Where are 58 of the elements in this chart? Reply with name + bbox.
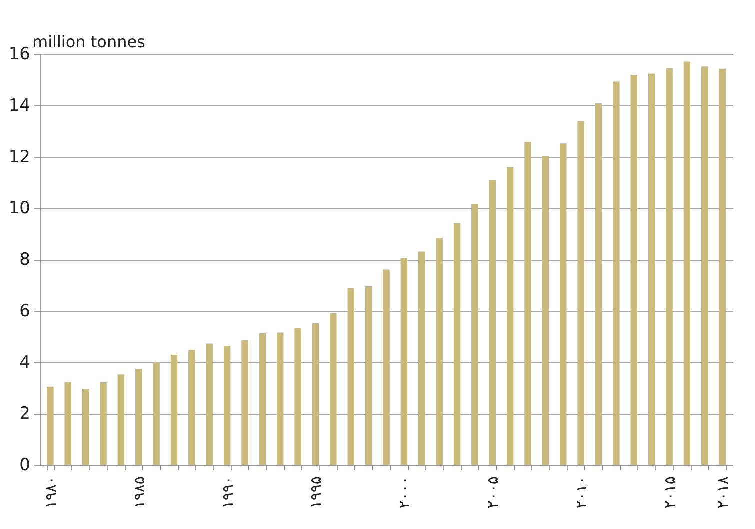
y-tick-label: 4 [20,352,30,373]
bar [206,344,213,465]
y-tick-label: 12 [8,147,30,168]
y-tick-label: 8 [20,250,30,270]
y-tick-label: 14 [8,96,30,116]
x-tick-label: ۲۰۱۰ [572,476,591,509]
bar [118,374,125,465]
bar [684,62,691,465]
bar [454,223,461,465]
bar [294,328,302,465]
y-tick-label: 16 [8,44,30,64]
y-tick-label: 10 [8,198,30,219]
bar [506,167,514,465]
bar [418,252,426,465]
bar [64,382,72,465]
bar [312,323,320,465]
bar [47,386,54,465]
bar [277,332,284,465]
bar [242,340,248,465]
bar [383,270,390,465]
bar [524,142,532,465]
bar [330,313,337,465]
bar [595,103,602,465]
bar [542,156,550,465]
y-tick-label: 2 [20,404,30,424]
bar [82,388,90,465]
y-tick-label: 6 [20,301,30,322]
x-tick-label: ۲۰۱۵ [661,476,679,509]
bar [702,66,708,465]
bar [188,350,196,465]
bar [489,180,496,465]
bar [648,74,656,465]
bar [560,144,567,465]
bar [100,382,107,465]
x-tick-label: ۱۹۹۰ [218,476,237,509]
bar [259,333,266,465]
bar [153,362,160,465]
y-tick-label: 0 [20,456,30,476]
bar [365,286,372,465]
bar [436,238,443,465]
x-tick-label: ۲۰۱۸ [714,476,732,509]
bar [400,258,408,465]
x-tick-label: ۲۰۰۰ [396,476,414,509]
y-axis-title: million tonnes [32,32,146,52]
bar [613,82,620,465]
bar [170,355,178,465]
bar [348,288,354,465]
x-tick-label: ۱۹۸۰ [42,476,60,509]
bar [666,68,673,465]
bar [578,121,584,465]
bar [719,68,726,465]
bar [630,75,638,465]
x-tick-label: ۱۹۸۵ [130,476,148,509]
bar [136,369,142,465]
x-tick-label: ۲۰۰۵ [484,476,502,509]
x-tick-label: ۱۹۹۵ [307,476,326,509]
bar [224,346,231,465]
bar [472,204,478,465]
